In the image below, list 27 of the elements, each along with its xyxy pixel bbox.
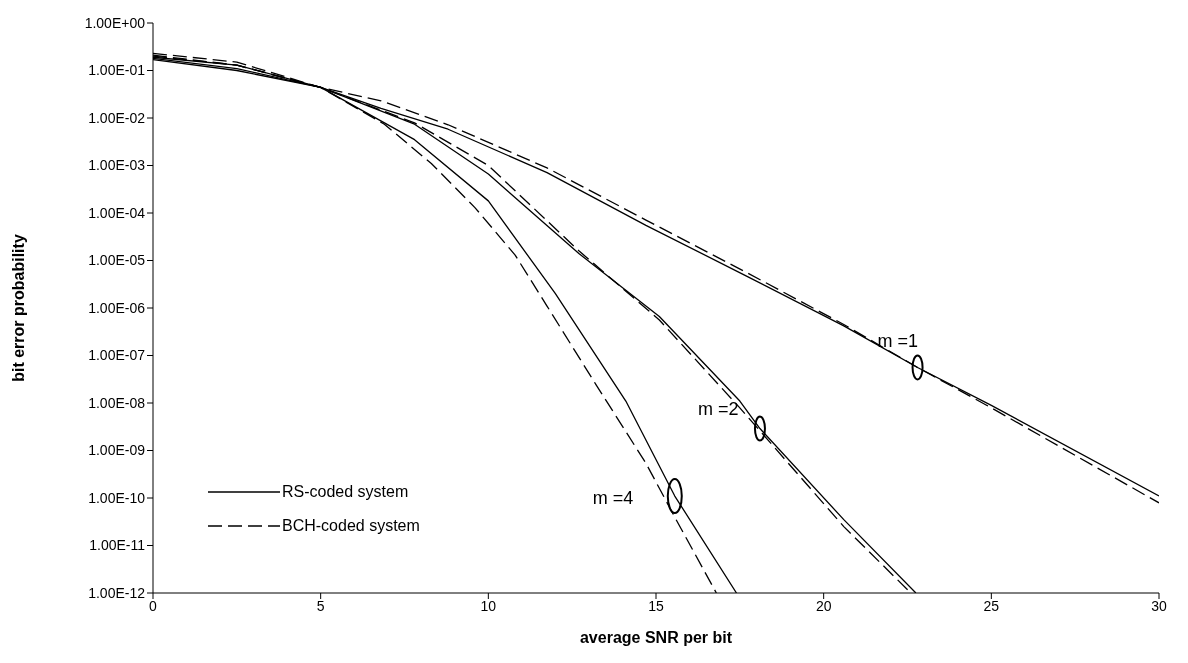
annotation: m =2 (697, 398, 739, 419)
y-tick-label: 1.00E-02 (88, 109, 146, 126)
y-tick-label: 1.00E-06 (88, 299, 146, 316)
annotation: m =4 (592, 488, 634, 509)
x-tick-label: 30 (1151, 597, 1167, 614)
x-tick-label: 10 (480, 597, 497, 614)
y-tick-label: 1.00E-01 (88, 62, 146, 79)
y-tick-label: 1.00E+00 (84, 14, 146, 31)
x-tick-label: 15 (648, 597, 664, 614)
y-axis-title: bit error probability (9, 234, 27, 382)
x-axis-title: average SNR per bit (579, 629, 733, 646)
x-tick-label: 25 (983, 597, 1000, 614)
x-tick-label: 20 (815, 597, 832, 614)
annotation: m =1 (877, 331, 919, 352)
y-tick-label: 1.00E-03 (88, 157, 146, 174)
y-tick-label: 1.00E-11 (89, 537, 146, 554)
x-tick-label: 0 (149, 597, 158, 614)
y-tick-label: 1.00E-04 (88, 204, 146, 221)
y-tick-label: 1.00E-10 (88, 489, 146, 506)
legend-label: RS-coded system (282, 483, 409, 501)
x-tick-label: 5 (316, 597, 325, 614)
y-tick-label: 1.00E-08 (88, 394, 146, 411)
y-tick-label: 1.00E-07 (88, 347, 146, 364)
y-tick-label: 1.00E-09 (88, 442, 146, 459)
y-tick-label: 1.00E-05 (88, 252, 146, 269)
y-tick-label: 1.00E-12 (88, 584, 146, 601)
legend-label: BCH-coded system (282, 517, 420, 535)
